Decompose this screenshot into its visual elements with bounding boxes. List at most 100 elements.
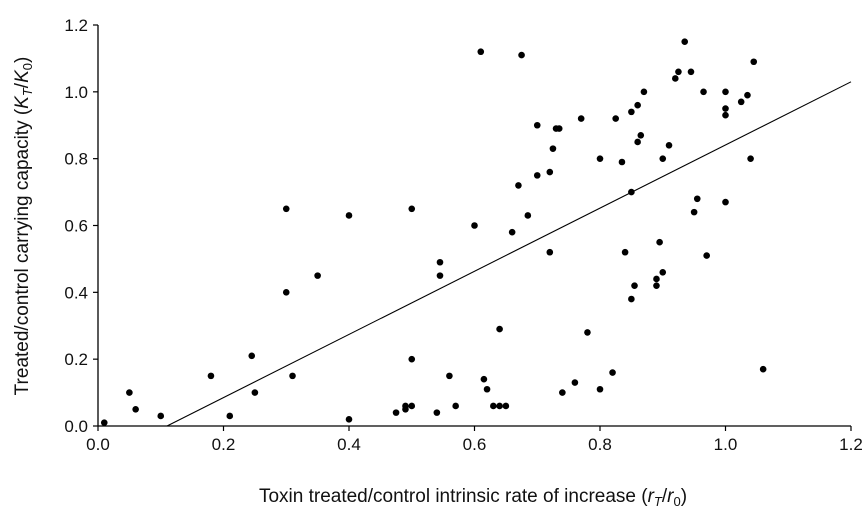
data-point xyxy=(596,155,604,162)
data-point xyxy=(402,405,409,413)
data-point xyxy=(157,412,165,420)
data-point xyxy=(634,138,641,146)
data-point xyxy=(533,121,541,129)
trend-line xyxy=(166,81,852,427)
data-point xyxy=(533,172,541,179)
data-point xyxy=(703,252,710,259)
y-tick-label: 0.6 xyxy=(64,217,88,236)
data-point xyxy=(656,238,663,246)
data-point xyxy=(518,51,525,59)
data-point xyxy=(609,369,616,376)
data-point xyxy=(659,268,667,276)
data-point xyxy=(675,68,682,76)
data-point xyxy=(584,329,591,336)
data-point xyxy=(628,295,635,303)
data-point xyxy=(571,379,579,386)
data-point xyxy=(282,205,290,213)
data-point xyxy=(546,168,554,176)
x-tick-label: 0.0 xyxy=(86,435,110,454)
data-point xyxy=(722,198,729,206)
data-point xyxy=(687,68,695,76)
data-point xyxy=(559,389,566,396)
data-point xyxy=(496,402,503,410)
data-point xyxy=(618,158,626,166)
data-point xyxy=(436,258,444,266)
x-tick-label: 0.4 xyxy=(337,435,361,454)
data-point xyxy=(251,389,259,396)
data-point xyxy=(226,412,234,420)
data-point xyxy=(282,289,290,296)
data-point xyxy=(744,91,751,99)
data-point xyxy=(722,111,729,119)
data-point xyxy=(637,131,645,139)
data-point xyxy=(634,101,641,109)
data-point xyxy=(596,385,604,393)
x-axis-label: Toxin treated/control intrinsic rate of … xyxy=(259,486,687,509)
data-point xyxy=(490,402,497,410)
data-point xyxy=(555,125,563,132)
data-point xyxy=(653,275,660,283)
data-point xyxy=(640,88,648,96)
y-tick-label: 0.8 xyxy=(64,150,88,169)
data-point xyxy=(628,188,635,196)
data-point xyxy=(549,145,557,152)
data-point xyxy=(750,58,758,66)
data-point xyxy=(408,402,416,410)
data-point xyxy=(446,372,453,380)
y-axis-ticks: 0.0 0.2 0.4 0.6 0.8 1.0 1.2 xyxy=(64,16,98,436)
data-point xyxy=(248,352,256,360)
data-point xyxy=(515,182,522,189)
y-tick-label: 1.0 xyxy=(64,83,88,102)
x-axis-ticks: 0.0 0.2 0.4 0.6 0.8 1.0 1.2 xyxy=(86,426,863,454)
data-point xyxy=(480,375,488,383)
data-point xyxy=(502,402,510,410)
data-point xyxy=(628,108,635,116)
x-tick-label: 0.8 xyxy=(588,435,612,454)
data-point xyxy=(659,155,667,162)
data-points xyxy=(100,38,767,426)
data-point xyxy=(433,409,441,416)
data-point xyxy=(477,48,485,56)
data-point xyxy=(496,325,503,333)
y-axis-label: Treated/control carrying capacity (KT/K0… xyxy=(12,57,35,396)
x-tick-label: 0.6 xyxy=(463,435,487,454)
data-point xyxy=(737,98,745,106)
data-point xyxy=(612,115,619,122)
x-tick-label: 0.2 xyxy=(212,435,236,454)
data-point xyxy=(621,248,629,256)
data-point xyxy=(132,405,139,413)
data-point xyxy=(392,409,400,416)
data-point xyxy=(631,282,638,289)
x-tick-label: 1.0 xyxy=(714,435,738,454)
data-point xyxy=(577,115,585,122)
data-point xyxy=(700,88,707,96)
data-point xyxy=(408,205,416,213)
y-tick-label: 0.2 xyxy=(64,350,88,369)
data-point xyxy=(653,282,660,289)
data-point xyxy=(759,365,767,373)
data-point xyxy=(452,402,459,410)
data-point xyxy=(747,155,754,162)
data-point xyxy=(681,38,689,46)
data-point xyxy=(408,355,416,363)
x-tick-label: 1.2 xyxy=(839,435,863,454)
data-point xyxy=(314,272,321,279)
data-point xyxy=(722,88,729,96)
data-point xyxy=(100,419,108,426)
data-point xyxy=(345,416,353,423)
y-tick-label: 0.0 xyxy=(64,417,88,436)
data-point xyxy=(508,228,516,236)
y-tick-label: 1.2 xyxy=(64,16,88,35)
data-point xyxy=(524,212,532,219)
data-point xyxy=(289,372,296,380)
data-point xyxy=(436,272,444,279)
data-point xyxy=(722,105,729,112)
data-point xyxy=(665,142,673,149)
data-point xyxy=(345,212,353,219)
data-point xyxy=(126,389,133,396)
data-point xyxy=(672,75,679,82)
data-point xyxy=(483,385,491,393)
data-point xyxy=(690,208,698,216)
data-point xyxy=(471,222,478,229)
